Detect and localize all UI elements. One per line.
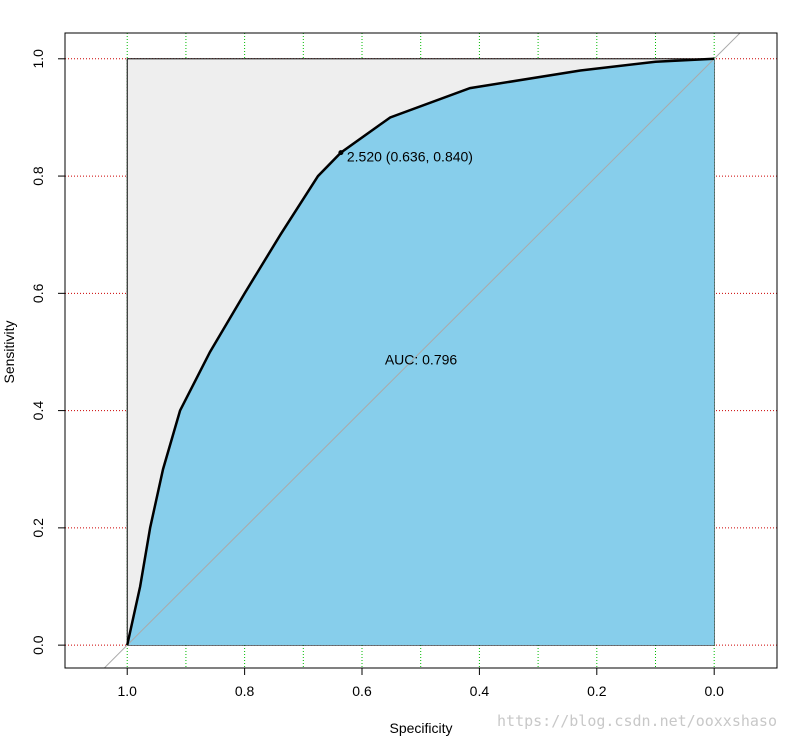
y-axis-label: Sensitivity [1, 320, 17, 383]
auc-label: AUC: 0.796 [385, 352, 458, 368]
y-tick-label: 0.0 [30, 635, 46, 655]
y-tick-label: 0.8 [30, 166, 46, 186]
x-tick-label: 0.6 [352, 683, 372, 699]
y-tick-label: 1.0 [30, 49, 46, 69]
plot-frame [64, 32, 778, 669]
threshold-label: 2.520 (0.636, 0.840) [347, 149, 473, 165]
y-tick-label: 0.4 [30, 401, 46, 421]
x-axis-label: Specificity [389, 720, 452, 736]
x-tick-label: 0.2 [587, 683, 607, 699]
watermark: https://blog.csdn.net/ooxxshaso [497, 712, 777, 730]
x-tick-label: 0.4 [470, 683, 490, 699]
roc-curve [125, 57, 715, 646]
x-tick-label: 0.0 [704, 683, 724, 699]
threshold-point [338, 150, 344, 156]
x-tick-label: 0.8 [235, 683, 255, 699]
diagonal [103, 33, 741, 668]
x-tick-label: 1.0 [117, 683, 137, 699]
y-tick-label: 0.2 [30, 518, 46, 538]
y-tick-label: 0.6 [30, 283, 46, 303]
